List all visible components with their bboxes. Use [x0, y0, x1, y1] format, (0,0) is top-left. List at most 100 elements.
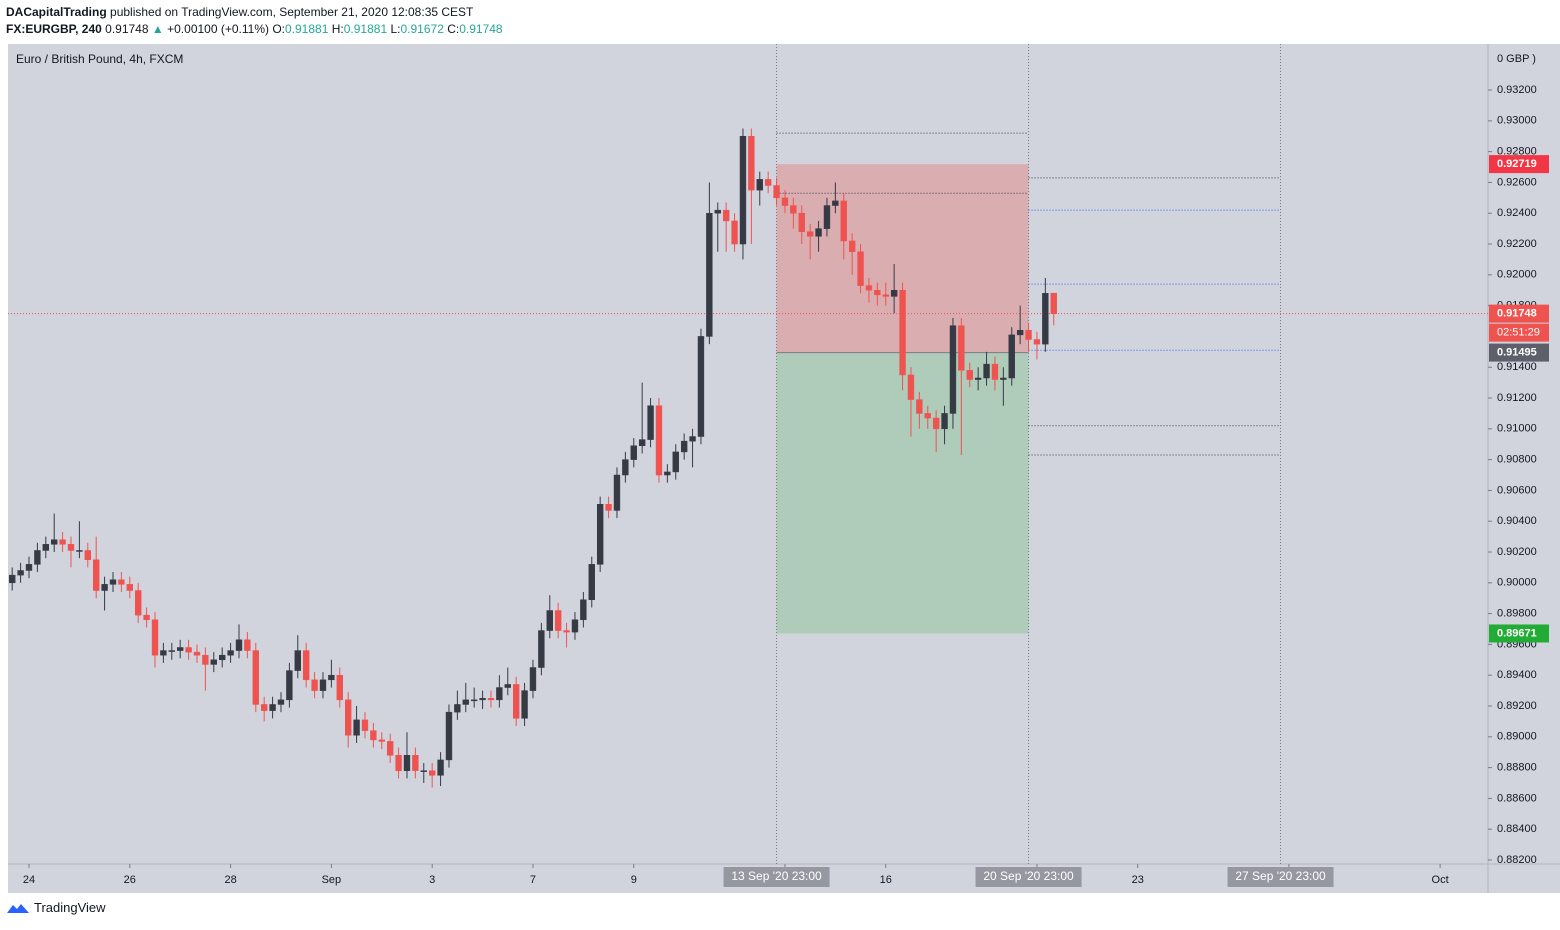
price-axis	[1488, 44, 1560, 893]
candle-body	[823, 205, 831, 229]
y-tick-label: 0.92800	[1497, 146, 1537, 158]
candle-body	[916, 399, 923, 414]
candle-body	[185, 647, 192, 653]
candle-body	[613, 474, 621, 511]
candle-body	[67, 544, 75, 551]
ohlc-value: 0.91672	[400, 22, 444, 36]
y-tick-label: 0.90200	[1497, 546, 1537, 558]
candle-body	[1025, 330, 1032, 340]
candle-body	[84, 550, 91, 560]
entry-price-badge	[1489, 343, 1549, 362]
x-tick-label: Sep	[322, 874, 342, 886]
candle-body	[1016, 330, 1024, 336]
y-tick-label: 0.93200	[1497, 84, 1537, 96]
candle-body	[470, 699, 478, 702]
candle-body	[983, 363, 990, 379]
target-price-badge	[1489, 624, 1549, 643]
candle-body	[680, 440, 688, 453]
candle-body	[865, 285, 873, 291]
candle-body	[445, 711, 453, 761]
candle-body	[739, 135, 747, 245]
candle-body	[93, 559, 100, 591]
countdown-label: 02:51:29	[1497, 327, 1540, 339]
candle-body	[143, 614, 150, 621]
candle-body	[790, 205, 797, 214]
x-tick-label: 23	[1132, 874, 1144, 886]
candle-body	[269, 704, 276, 711]
candle-body	[487, 698, 495, 701]
candle-body	[781, 197, 789, 206]
candle-body	[34, 550, 41, 565]
y-tick-label: 0.93000	[1497, 115, 1537, 127]
candle-body	[571, 619, 579, 633]
y-tick-label: 0.88800	[1497, 762, 1537, 774]
ohlc-value: 0.91881	[343, 22, 388, 36]
y-tick-label: 0.90800	[1497, 454, 1537, 466]
candle-body	[596, 504, 604, 565]
candle-body	[244, 639, 251, 651]
candle-body	[118, 579, 125, 585]
candle-body	[580, 599, 587, 621]
countdown-badge	[1489, 323, 1549, 342]
ohlc-value: 0.91748	[459, 22, 503, 36]
y-tick-label: 0.89800	[1497, 608, 1537, 620]
time-marker-label: 20 Sep '20 23:00	[983, 869, 1074, 883]
y-tick-label: 0.89400	[1497, 669, 1537, 681]
candle-body	[731, 220, 738, 245]
time-marker-label: 27 Sep '20 23:00	[1235, 869, 1326, 883]
candle-body	[177, 647, 184, 651]
candle-body	[260, 704, 268, 711]
candle-body	[664, 471, 671, 476]
candle-body	[328, 674, 335, 681]
candle-body	[806, 231, 814, 237]
candle-body	[890, 289, 898, 297]
candle-body	[51, 539, 58, 545]
footer: TradingView	[6, 900, 106, 915]
candle-body	[907, 374, 915, 400]
candle-body	[59, 539, 66, 545]
candle-body	[286, 670, 293, 701]
time-marker-badge	[723, 867, 830, 887]
candle-body	[722, 209, 730, 222]
candle-body	[941, 413, 948, 430]
y-tick-label: 0.91200	[1497, 392, 1537, 404]
last-price-label: 0.91748	[1497, 308, 1537, 320]
x-tick-label: 26	[124, 874, 136, 886]
y-tick-label: 0.91400	[1497, 361, 1537, 373]
brand: TradingView	[34, 900, 106, 915]
y-tick-label: 0.90000	[1497, 577, 1537, 589]
candle-body	[899, 289, 906, 376]
time-marker-badge	[1227, 867, 1334, 887]
x-tick-label: 28	[224, 874, 236, 886]
candle-body	[748, 135, 755, 191]
candle-body	[420, 770, 427, 772]
candle-body	[311, 679, 318, 691]
x-tick-label: 24	[23, 874, 35, 886]
candle-body	[874, 289, 881, 296]
candle-body	[1008, 334, 1015, 379]
target-price-label: 0.89671	[1497, 627, 1537, 639]
y-tick-label: 0.91000	[1497, 423, 1537, 435]
y-tick-label: 0.92200	[1497, 238, 1537, 250]
y-tick-label: 0.92000	[1497, 269, 1537, 281]
published: published on TradingView.com, September …	[110, 5, 474, 19]
candle-body	[529, 667, 537, 691]
candle-body	[403, 755, 411, 771]
time-marker-badge	[975, 867, 1082, 887]
candle-body	[815, 228, 822, 237]
candle-body	[605, 504, 612, 511]
candle-body	[109, 579, 117, 585]
candle-body	[168, 650, 175, 652]
candle-body	[512, 684, 520, 719]
candle-body	[336, 674, 343, 701]
candle-body	[361, 719, 369, 731]
candle-body	[462, 699, 469, 705]
y-tick-label: 0.92600	[1497, 176, 1537, 188]
candle-body	[521, 690, 528, 719]
candle-body	[857, 251, 864, 286]
candle-body	[160, 650, 167, 656]
candle-body	[428, 770, 436, 776]
target-zone	[776, 352, 1029, 634]
